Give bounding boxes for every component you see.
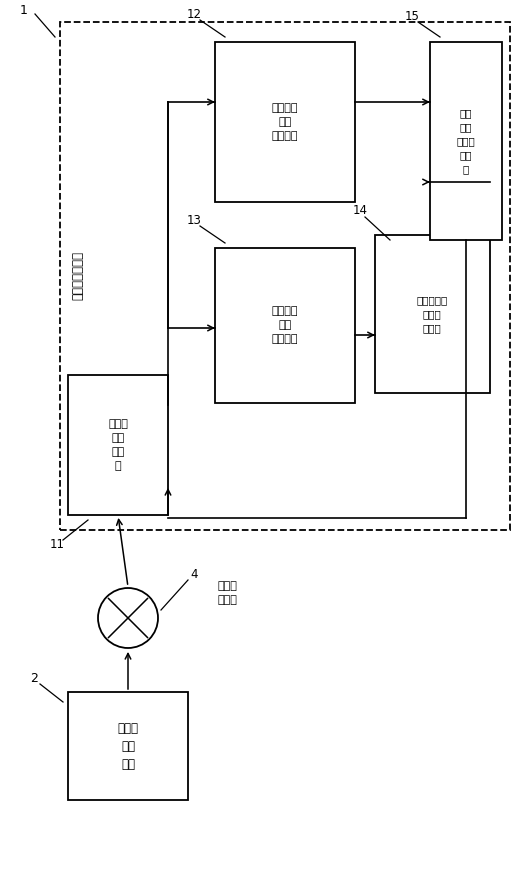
Text: 接続
応答
データ
生成
部: 接続 応答 データ 生成 部 [457, 108, 475, 174]
Text: データ圧縮
・展開
処理部: データ圧縮 ・展開 処理部 [417, 295, 448, 333]
Text: 12: 12 [187, 8, 202, 20]
Text: 11: 11 [50, 538, 65, 551]
Bar [215, 248, 355, 403]
Text: ネット
ワーク: ネット ワーク [218, 581, 238, 605]
Bar [68, 692, 188, 800]
Text: 13: 13 [187, 213, 202, 226]
Text: 接続条件
記憶
テーブル: 接続条件 記憶 テーブル [272, 306, 298, 344]
Bar [215, 42, 355, 202]
Bar [60, 22, 510, 530]
Bar [430, 42, 502, 240]
Text: データ受信装置: データ受信装置 [71, 252, 84, 301]
Text: 4: 4 [190, 567, 197, 580]
Text: 2: 2 [30, 671, 38, 684]
Text: データ
受信
処理
部: データ 受信 処理 部 [108, 419, 128, 471]
Text: 接続条件
管理
テーブル: 接続条件 管理 テーブル [272, 103, 298, 141]
Text: 14: 14 [353, 205, 368, 218]
Bar [68, 375, 168, 515]
Text: 1: 1 [20, 3, 28, 17]
Bar [375, 235, 490, 393]
Text: 15: 15 [405, 10, 420, 23]
Text: データ
送信
装置: データ 送信 装置 [118, 722, 138, 771]
